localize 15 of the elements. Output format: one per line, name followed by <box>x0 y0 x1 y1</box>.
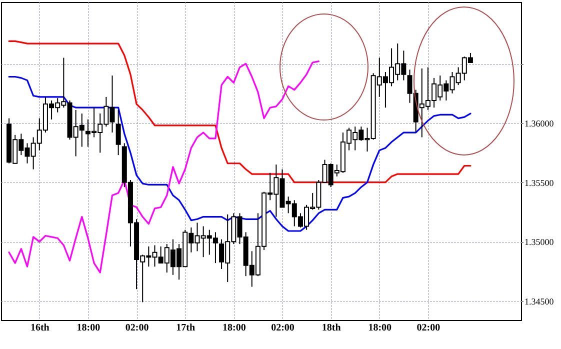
x-tick-label: 18th <box>322 322 342 334</box>
x-tick-label: 18:00 <box>368 322 392 334</box>
y-tick-label: 1.34500 <box>524 296 554 307</box>
x-tick-label: 02:00 <box>271 322 294 334</box>
x-tick-label: 17th <box>176 322 196 334</box>
x-tick-label: 02:00 <box>416 322 440 334</box>
candlestick <box>116 109 121 156</box>
x-tick-label: 18:00 <box>222 322 246 334</box>
line-series <box>8 60 320 274</box>
x-tick-label: 02:00 <box>125 322 149 334</box>
x-tick-label: 18:00 <box>76 322 100 334</box>
y-tick-label: 1.35500 <box>524 178 554 188</box>
y-tick-label: 1.36000 <box>524 118 554 129</box>
x-tick-label: 16th <box>30 322 50 334</box>
y-tick-label: 1.35000 <box>524 237 554 248</box>
